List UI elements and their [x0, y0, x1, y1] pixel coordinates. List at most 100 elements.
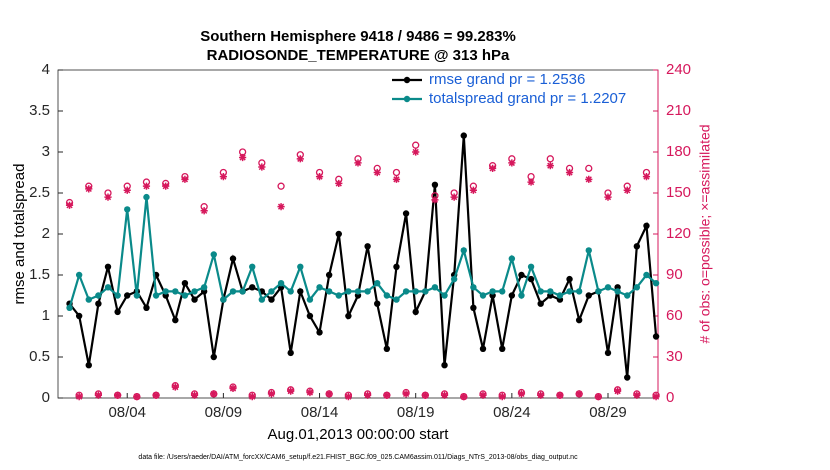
data-point — [152, 292, 160, 299]
data-point — [210, 251, 217, 258]
data-point — [75, 271, 83, 279]
data-point — [95, 300, 102, 307]
y-tick-label: 3.5 — [29, 102, 50, 119]
obs-assimilated — [450, 193, 458, 201]
obs-assimilated — [364, 391, 372, 399]
legend-label: rmse grand pr = 1.2536 — [429, 71, 585, 88]
data-point — [527, 275, 535, 283]
data-point — [374, 300, 381, 307]
data-point — [191, 296, 198, 303]
x-tick-label: 08/29 — [589, 404, 627, 421]
data-point — [604, 284, 612, 291]
data-point — [633, 243, 641, 250]
data-point — [364, 243, 371, 250]
data-point — [104, 284, 112, 291]
data-point — [85, 362, 92, 369]
obs-assimilated — [623, 186, 631, 194]
data-point — [614, 288, 621, 295]
data-point — [210, 353, 217, 361]
obs-assimilated — [614, 387, 622, 395]
y-tick-label: 4 — [42, 61, 50, 78]
data-point — [239, 288, 246, 295]
y-tick-label: 0.5 — [29, 348, 50, 365]
data-point — [652, 280, 660, 287]
y2-tick-label: 180 — [666, 143, 691, 160]
obs-assimilated — [344, 393, 352, 401]
data-point — [75, 312, 83, 320]
obs-assimilated — [421, 391, 429, 399]
obs-assimilated — [181, 175, 189, 183]
data-point — [450, 275, 458, 283]
data-point — [124, 292, 131, 299]
data-point — [364, 288, 371, 295]
data-point — [229, 288, 237, 295]
data-point — [95, 292, 102, 299]
data-point — [191, 288, 198, 295]
obs-assimilated — [517, 390, 526, 398]
obs-assimilated — [565, 168, 574, 177]
obs-assimilated — [383, 391, 391, 399]
data-point — [604, 349, 612, 357]
data-point — [412, 308, 419, 316]
y2-axis-label: # of obs: o=possible; ×=assimilated — [697, 124, 713, 343]
data-point — [412, 288, 419, 295]
data-point — [547, 288, 554, 295]
y2-tick-label: 210 — [666, 102, 691, 119]
data-point — [441, 292, 448, 299]
obs-assimilated — [354, 159, 362, 167]
data-point — [374, 280, 381, 287]
legend-label: totalspread grand pr = 1.2207 — [429, 90, 626, 107]
data-point — [585, 247, 592, 254]
x-tick-label: 08/19 — [397, 404, 435, 421]
data-point — [383, 345, 391, 352]
data-point — [652, 333, 660, 340]
obs-assimilated — [633, 391, 641, 399]
data-point — [249, 284, 256, 291]
x-axis-label: Aug.01,2013 00:00:00 start — [268, 426, 450, 443]
obs-assimilated — [652, 393, 660, 401]
obs-assimilated — [412, 148, 420, 156]
data-point — [306, 296, 314, 303]
obs-assimilated — [527, 178, 535, 186]
data-point — [383, 292, 391, 299]
chart-title: Southern Hemisphere 9418 / 9486 = 99.283… — [200, 28, 516, 45]
data-point — [287, 288, 294, 295]
obs-assimilated — [431, 196, 439, 204]
data-point — [133, 292, 141, 299]
obs-assimilated — [392, 175, 401, 183]
obs-assimilated — [239, 153, 247, 162]
data-point — [518, 271, 525, 279]
data-point — [460, 247, 467, 254]
data-point — [499, 345, 506, 352]
y2-tick-label: 60 — [666, 307, 683, 324]
x-tick-label: 08/24 — [493, 404, 531, 421]
data-point — [229, 255, 237, 262]
data-point — [556, 292, 564, 299]
obs-assimilated — [248, 393, 256, 401]
data-point — [181, 292, 189, 299]
data-point — [325, 271, 333, 279]
obs-assimilated — [537, 391, 545, 399]
obs-assimilated — [489, 164, 497, 172]
obs-assimilated — [133, 393, 141, 401]
obs-assimilated — [604, 193, 612, 201]
obs-assimilated — [575, 390, 583, 398]
data-point — [143, 304, 150, 311]
y2-tick-label: 150 — [666, 184, 691, 201]
obs-assimilated — [402, 390, 410, 398]
y-tick-label: 0 — [42, 389, 50, 406]
y-tick-label: 3 — [42, 143, 50, 160]
obs-possible — [392, 168, 401, 177]
data-point — [566, 288, 573, 295]
data-point — [297, 288, 304, 295]
data-point — [508, 255, 516, 262]
legend-marker — [403, 95, 411, 103]
data-point — [643, 222, 650, 229]
obs-assimilated — [556, 391, 564, 399]
obs-possible — [546, 155, 554, 163]
obs-assimilated — [460, 393, 468, 401]
obs-assimilated — [114, 391, 122, 399]
data-point — [316, 329, 323, 336]
data-point — [345, 288, 352, 295]
obs-assimilated — [642, 173, 651, 181]
